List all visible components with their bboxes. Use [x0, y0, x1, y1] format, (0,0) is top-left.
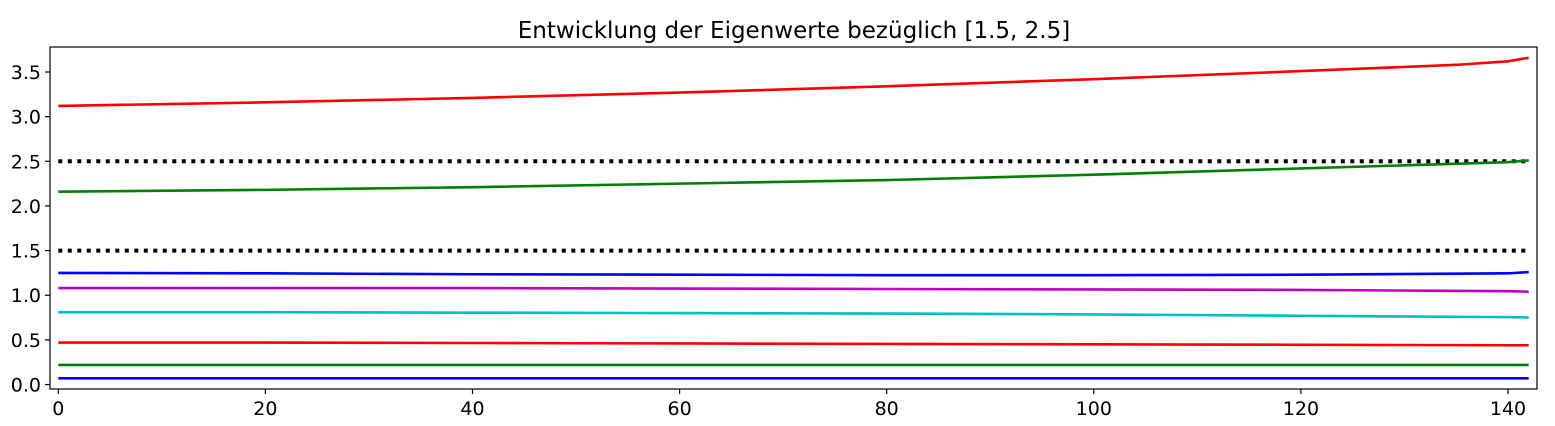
series-line-0 — [58, 56, 1529, 108]
y-tick-label: 2.0 — [11, 196, 41, 218]
y-tick-label: 2.5 — [11, 151, 41, 173]
y-tick-label: 1.5 — [11, 241, 41, 263]
series-line-1 — [58, 159, 1529, 193]
x-tick-label: 120 — [1283, 398, 1319, 420]
series-lines — [58, 56, 1529, 380]
y-tick-label: 3.5 — [11, 62, 41, 84]
y-tick-label: 1.0 — [11, 285, 41, 307]
series-line-3 — [58, 286, 1529, 293]
plot-frame — [49, 46, 1538, 390]
y-tick-label: 0.5 — [11, 330, 41, 352]
series-line-4 — [58, 310, 1529, 319]
x-tick-label: 20 — [253, 398, 277, 420]
x-tick-label: 0 — [52, 398, 64, 420]
reference-lines — [58, 159, 1529, 253]
x-tick-label: 40 — [460, 398, 484, 420]
x-tick-label: 60 — [667, 398, 691, 420]
y-tick-label: 3.0 — [11, 107, 41, 129]
series-line-2 — [58, 270, 1529, 277]
x-tick-label: 140 — [1490, 398, 1526, 420]
y-tick-label: 0.0 — [11, 375, 41, 397]
y-axis: 0.0 0.5 1.0 1.5 2.0 2.5 3.0 3.5 — [11, 62, 50, 397]
x-axis: 0 20 40 60 80 100 120 140 — [52, 389, 1526, 420]
x-tick-label: 80 — [875, 398, 899, 420]
x-tick-label: 100 — [1076, 398, 1112, 420]
series-line-5 — [58, 341, 1529, 347]
chart-title: Entwicklung der Eigenwerte bezüglich [1.… — [518, 18, 1070, 44]
